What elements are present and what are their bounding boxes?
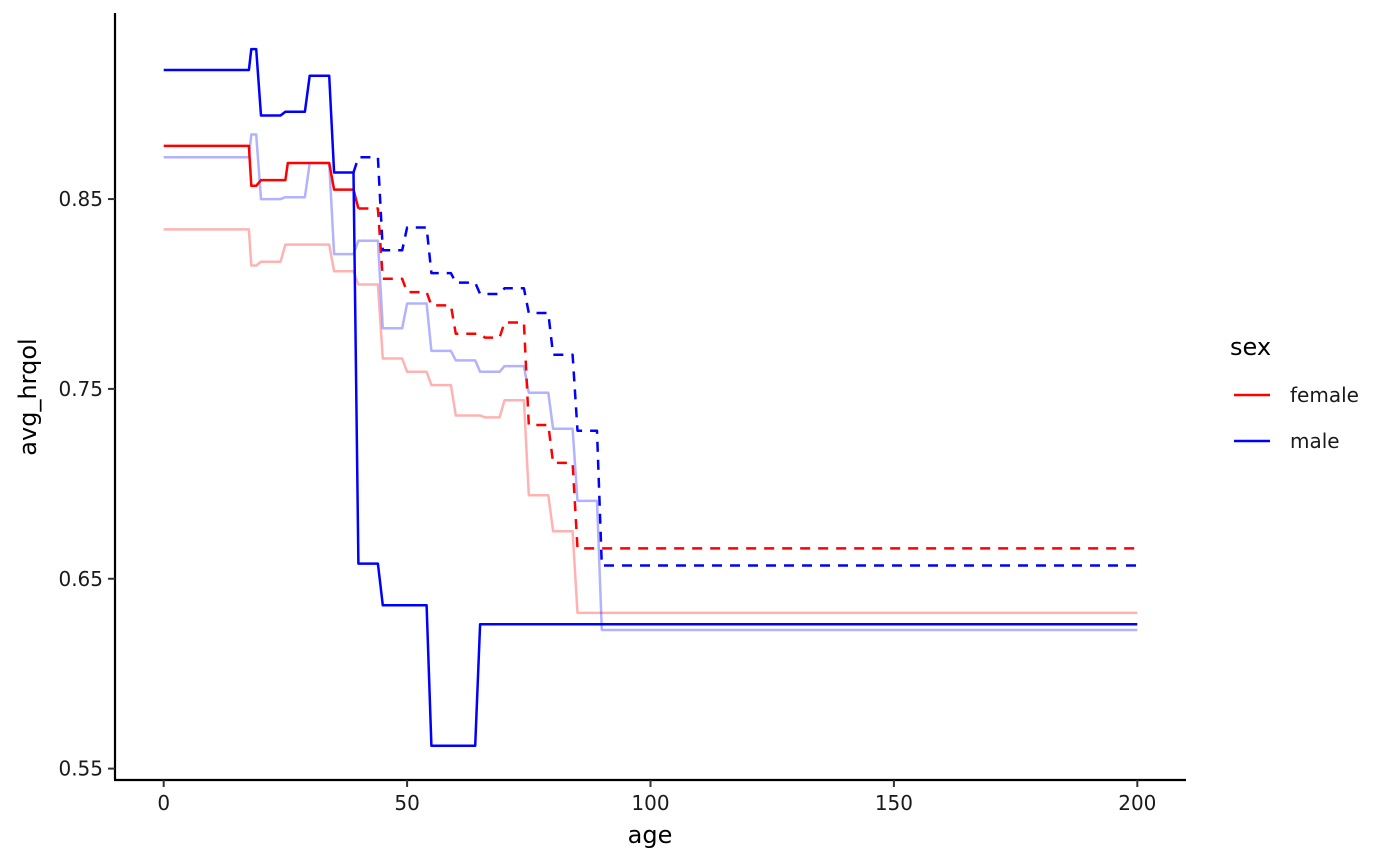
series-line-female-solid-faded (163, 228, 1138, 615)
y-tick-label: 0.65 (58, 567, 103, 591)
x-axis-title: age (628, 821, 673, 849)
legend: sex female male (1230, 333, 1359, 453)
series-line-female-solid (163, 144, 360, 209)
x-tick-label: 150 (875, 791, 913, 815)
series-line-male-dashed (352, 156, 1138, 567)
series-line-female-dashed (358, 207, 1138, 550)
legend-entries: female male (1234, 383, 1359, 453)
series-line-male-solid-faded (163, 133, 1138, 632)
legend-label-male: male (1290, 429, 1340, 453)
y-ticks: 0.55 0.65 0.75 0.85 (58, 187, 115, 781)
x-ticks: 0 50 100 150 200 (157, 780, 1156, 815)
legend-title: sex (1230, 333, 1271, 361)
y-axis-title: avg_hrqol (14, 338, 42, 455)
y-tick-label: 0.85 (58, 187, 103, 211)
x-tick-label: 100 (631, 791, 669, 815)
series-line-male-solid (163, 47, 1138, 748)
x-tick-label: 200 (1118, 791, 1156, 815)
y-tick-label: 0.55 (58, 757, 103, 781)
legend-label-female: female (1290, 383, 1359, 407)
x-tick-label: 50 (394, 791, 419, 815)
series-layer (163, 47, 1138, 748)
y-tick-label: 0.75 (58, 377, 103, 401)
x-tick-label: 0 (157, 791, 170, 815)
